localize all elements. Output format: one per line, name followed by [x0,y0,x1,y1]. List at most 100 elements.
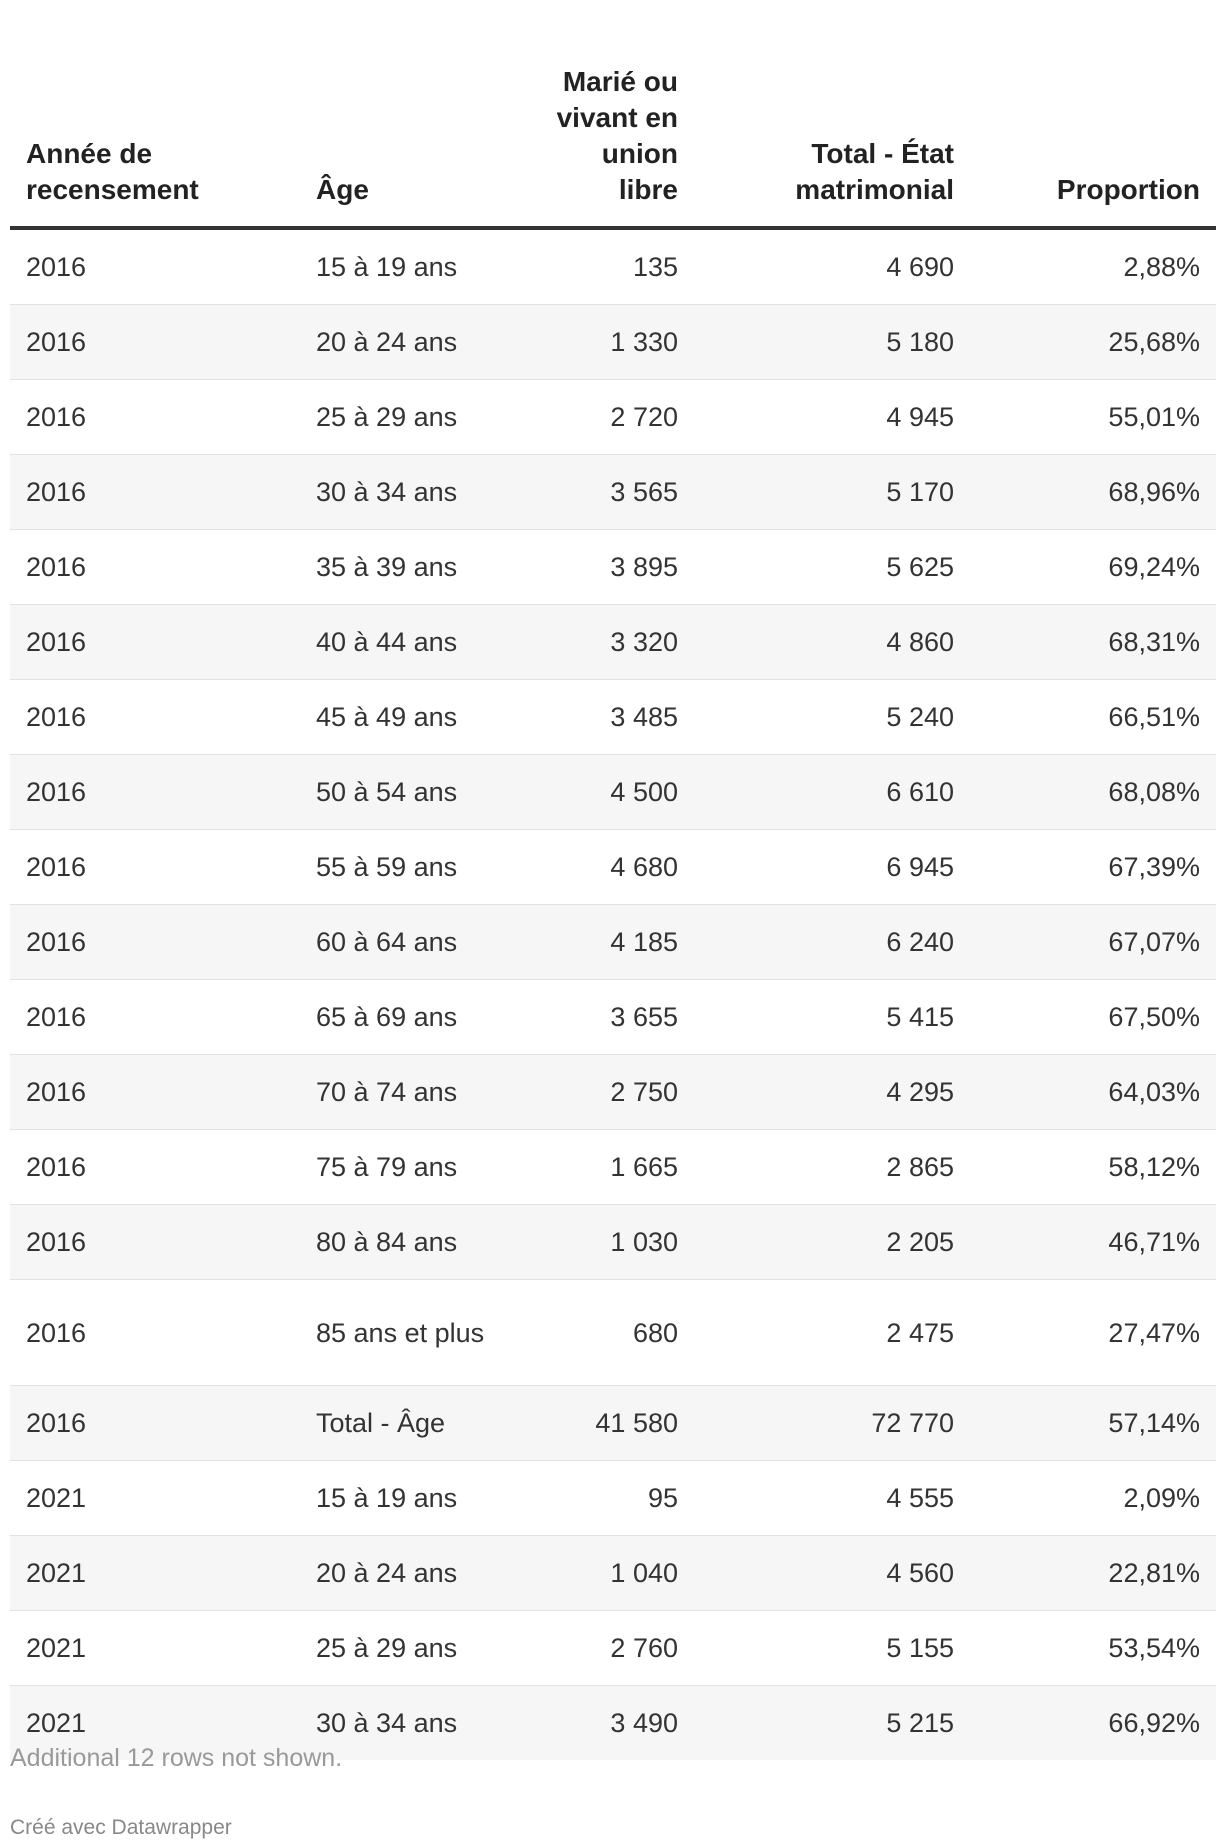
cell-proportion: 55,01% [970,379,1216,455]
rows-not-shown-note: Additional 12 rows not shown. [10,1744,343,1772]
cell-age: 65 à 69 ans [300,979,534,1055]
cell-age: 20 à 24 ans [300,1535,534,1611]
cell-year: 2016 [10,979,300,1055]
datawrapper-credit: Créé avec Datawrapper [10,1816,232,1839]
cell-proportion: 22,81% [970,1535,1216,1611]
cell-proportion: 66,92% [970,1685,1216,1760]
cell-total: 5 180 [694,304,970,380]
cell-age: 75 à 79 ans [300,1129,534,1205]
cell-proportion: 67,50% [970,979,1216,1055]
table-row: 2021 20 à 24 ans 1 040 4 560 22,81% [10,1535,1216,1611]
table-row: 2021 15 à 19 ans 95 4 555 2,09% [10,1460,1216,1536]
header-text-line: vivant en [556,102,678,133]
cell-age: 35 à 39 ans [300,529,534,605]
cell-year: 2016 [10,904,300,980]
table-row: 2016 Total - Âge 41 580 72 770 57,14% [10,1385,1216,1461]
header-text-line: Année de [26,138,153,169]
header-text-line: Total - État [811,138,954,169]
cell-total: 5 155 [694,1610,970,1686]
cell-age: Total - Âge [300,1385,534,1461]
cell-proportion: 27,47% [970,1279,1216,1386]
table-row: 2016 35 à 39 ans 3 895 5 625 69,24% [10,529,1216,605]
cell-married: 4 185 [534,904,694,980]
cell-year: 2016 [10,228,300,305]
cell-year: 2016 [10,1385,300,1461]
cell-total: 4 295 [694,1054,970,1130]
cell-proportion: 68,96% [970,454,1216,530]
cell-year: 2016 [10,379,300,455]
cell-proportion: 46,71% [970,1204,1216,1280]
header-row: Année de recensement Âge Marié ou vivant en u… [10,0,1216,230]
cell-total: 2 205 [694,1204,970,1280]
cell-proportion: 58,12% [970,1129,1216,1205]
cell-age: 30 à 34 ans [300,454,534,530]
cell-married: 1 040 [534,1535,694,1611]
header-proportion: Proportion [970,0,1216,230]
cell-year: 2016 [10,604,300,680]
cell-age: 20 à 24 ans [300,304,534,380]
table-body: 2016 15 à 19 ans 135 4 690 2,88% 2016 20 à 24 … [10,228,1216,1760]
cell-total: 2 475 [694,1279,970,1386]
cell-married: 1 665 [534,1129,694,1205]
cell-proportion: 68,31% [970,604,1216,680]
cell-married: 3 895 [534,529,694,605]
table-row: 2016 45 à 49 ans 3 485 5 240 66,51% [10,679,1216,755]
cell-proportion: 67,39% [970,829,1216,905]
cell-total: 4 690 [694,228,970,305]
cell-total: 6 945 [694,829,970,905]
cell-total: 4 560 [694,1535,970,1611]
cell-total: 72 770 [694,1385,970,1461]
cell-proportion: 2,09% [970,1460,1216,1536]
table-header: Année de recensement Âge Marié ou vivant en u… [10,0,1216,230]
cell-married: 4 500 [534,754,694,830]
table-row: 2016 20 à 24 ans 1 330 5 180 25,68% [10,304,1216,380]
cell-year: 2016 [10,754,300,830]
table-row: 2016 75 à 79 ans 1 665 2 865 58,12% [10,1129,1216,1205]
cell-total: 5 170 [694,454,970,530]
cell-year: 2021 [10,1460,300,1536]
header-text-line: Proportion [1056,174,1200,205]
cell-total: 4 555 [694,1460,970,1536]
data-table-container: Année de recensement Âge Marié ou vivant en u… [10,0,1216,1760]
cell-year: 2016 [10,1054,300,1130]
cell-married: 680 [534,1279,694,1386]
header-text-line: Âge [316,174,369,205]
table-row: 2016 25 à 29 ans 2 720 4 945 55,01% [10,379,1216,455]
cell-married: 3 565 [534,454,694,530]
cell-age: 80 à 84 ans [300,1204,534,1280]
header-total: Total - État matrimonial [694,0,970,230]
cell-total: 2 865 [694,1129,970,1205]
cell-married: 3 485 [534,679,694,755]
cell-married: 1 030 [534,1204,694,1280]
cell-married: 95 [534,1460,694,1536]
header-married: Marié ou vivant en union libre [534,0,694,230]
cell-age: 70 à 74 ans [300,1054,534,1130]
table-row: 2016 60 à 64 ans 4 185 6 240 67,07% [10,904,1216,980]
header-text-line: matrimonial [795,174,954,205]
header-text-line: Marié ou [562,66,678,97]
cell-proportion: 67,07% [970,904,1216,980]
cell-married: 3 655 [534,979,694,1055]
cell-proportion: 25,68% [970,304,1216,380]
table-row: 2021 30 à 34 ans 3 490 5 215 66,92% [10,1685,1216,1760]
cell-year: 2016 [10,1129,300,1205]
cell-age: 50 à 54 ans [300,754,534,830]
table-row: 2016 55 à 59 ans 4 680 6 945 67,39% [10,829,1216,905]
cell-year: 2021 [10,1685,300,1760]
cell-year: 2016 [10,829,300,905]
cell-married: 41 580 [534,1385,694,1461]
cell-year: 2021 [10,1535,300,1611]
header-age: Âge [300,0,534,230]
cell-year: 2016 [10,454,300,530]
table-row: 2016 30 à 34 ans 3 565 5 170 68,96% [10,454,1216,530]
header-text-line: union [601,138,678,169]
cell-married: 1 330 [534,304,694,380]
cell-married: 3 490 [534,1685,694,1760]
table-row: 2016 70 à 74 ans 2 750 4 295 64,03% [10,1054,1216,1130]
cell-total: 6 610 [694,754,970,830]
cell-age: 55 à 59 ans [300,829,534,905]
table-row: 2021 25 à 29 ans 2 760 5 155 53,54% [10,1610,1216,1686]
cell-proportion: 64,03% [970,1054,1216,1130]
cell-year: 2016 [10,1279,300,1386]
cell-proportion: 2,88% [970,228,1216,305]
